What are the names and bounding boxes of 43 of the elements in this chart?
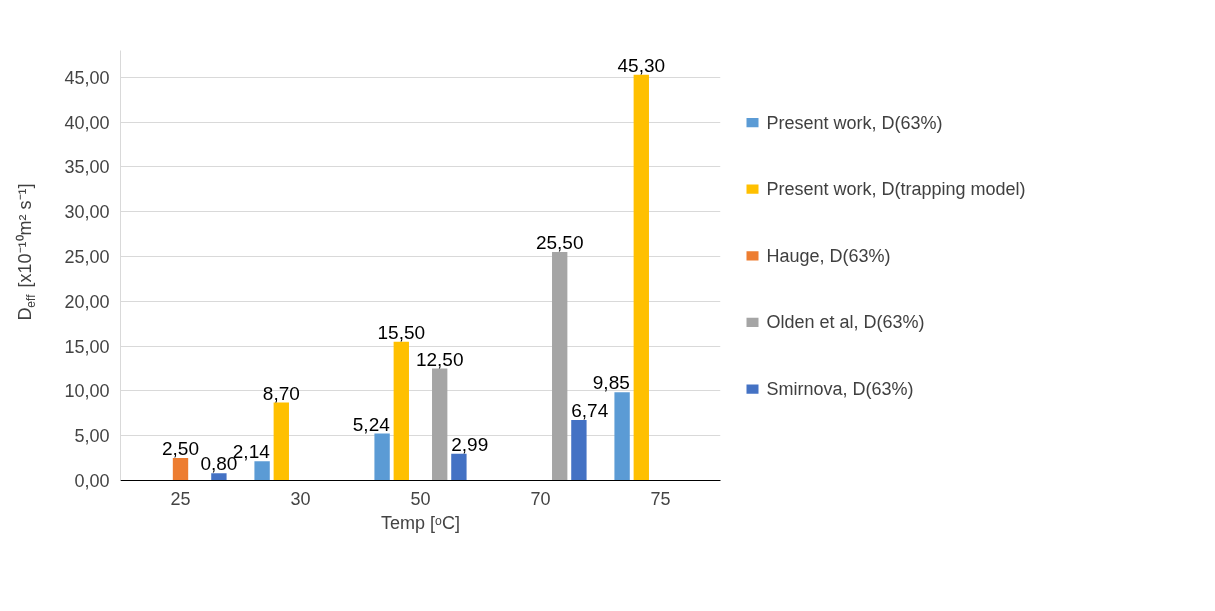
data-label: 12,50 xyxy=(415,348,464,370)
y-tick-label: 25,00 xyxy=(64,247,110,268)
data-label: 45,30 xyxy=(617,54,666,76)
bar xyxy=(273,402,289,481)
data-label: 9,85 xyxy=(592,372,630,394)
data-label: 2,99 xyxy=(451,433,489,455)
y-tick-label: 10,00 xyxy=(64,381,110,402)
bar xyxy=(571,420,587,481)
data-label: 5,24 xyxy=(352,413,391,435)
bar xyxy=(451,453,467,481)
x-axis-title: Temp [ᵒC] xyxy=(381,512,460,533)
x-tick-label: 75 xyxy=(650,488,671,509)
legend-label: Olden et al, D(63%) xyxy=(766,312,925,333)
bar xyxy=(211,473,227,481)
y-tick-label: 35,00 xyxy=(64,157,110,178)
bar xyxy=(633,74,649,481)
y-tick-label: 0,00 xyxy=(74,471,110,491)
bar xyxy=(172,458,189,481)
legend-label: Present work, D(trapping model) xyxy=(766,179,1026,200)
data-label: 2,50 xyxy=(162,438,199,460)
bar xyxy=(552,252,568,481)
legend-label: Hauge, D(63%) xyxy=(766,245,891,266)
legend-label: Smirnova, D(63%) xyxy=(766,379,914,400)
bar xyxy=(614,392,630,481)
bar xyxy=(254,461,270,481)
y-tick-label: 30,00 xyxy=(64,202,110,223)
x-tick-label: 50 xyxy=(410,488,431,509)
x-tick-label: 70 xyxy=(530,488,551,509)
data-label: 8,70 xyxy=(262,382,300,404)
data-label: 6,74 xyxy=(571,400,609,422)
y-tick-label: 40,00 xyxy=(64,112,110,133)
bar xyxy=(432,368,448,481)
y-tick-label: 15,00 xyxy=(64,336,110,357)
data-label: 15,50 xyxy=(377,321,426,343)
legend-label: Present work, D(63%) xyxy=(766,112,943,133)
data-label: 25,50 xyxy=(535,232,584,254)
bar xyxy=(374,433,390,481)
x-tick-label: 30 xyxy=(290,488,311,509)
x-tick-label: 25 xyxy=(170,488,191,509)
y-tick-label: 20,00 xyxy=(64,291,110,312)
y-tick-label: 45,00 xyxy=(64,67,110,88)
bar xyxy=(393,341,409,481)
y-tick-label: 5,00 xyxy=(74,426,110,447)
